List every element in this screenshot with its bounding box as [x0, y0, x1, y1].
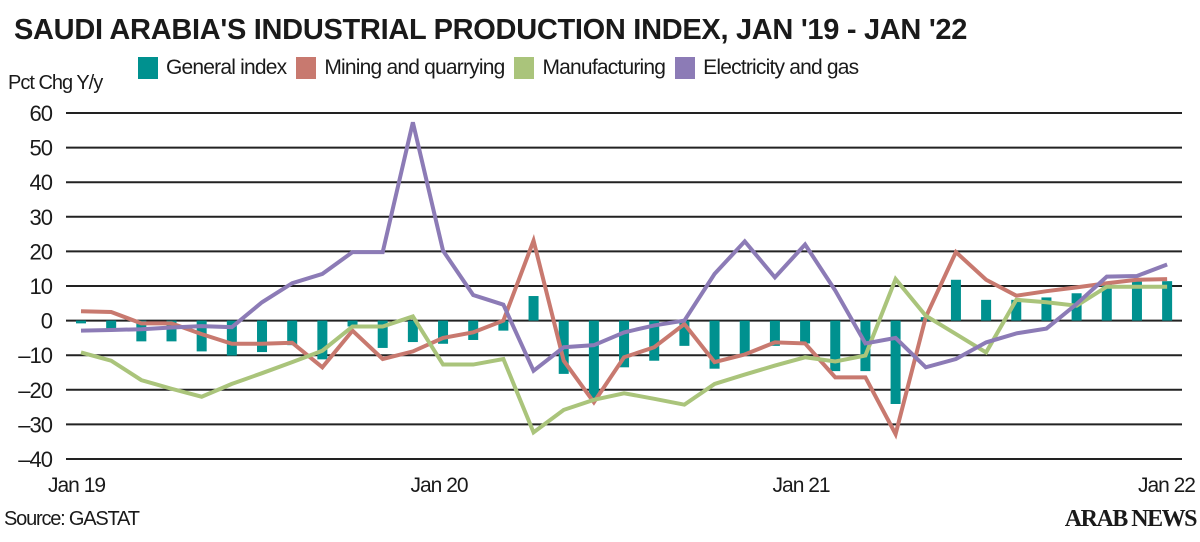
y-tick-label: 60	[30, 101, 53, 126]
line-mining-and-quarrying	[80, 233, 1168, 440]
legend-label: Manufacturing	[542, 56, 666, 79]
legend-label: Electricity and gas	[703, 56, 859, 79]
bar-general-index	[226, 320, 237, 356]
bar-general-index	[860, 320, 871, 372]
x-tick-label: Jan 21	[773, 474, 830, 497]
line-manufacturing	[80, 275, 1168, 436]
bar-general-index	[1011, 299, 1022, 321]
y-tick-label: 30	[30, 205, 53, 230]
x-tick-label: Jan 19	[48, 474, 105, 497]
source-note: Source: GASTAT	[4, 508, 140, 530]
bar-general-index	[257, 320, 268, 353]
bar-general-index	[890, 320, 901, 404]
legend: General index Mining and quarrying Manuf…	[138, 56, 868, 80]
y-tick-label: –40	[18, 447, 52, 472]
x-tick-label: Jan 22	[1138, 474, 1195, 497]
bar-general-index	[649, 320, 660, 361]
legend-swatch	[675, 57, 696, 79]
bar-general-index	[950, 279, 961, 321]
legend-swatch	[138, 57, 158, 79]
bar-general-index	[317, 320, 328, 360]
bar-general-index	[1041, 297, 1052, 321]
bar-general-index	[1101, 283, 1112, 321]
y-tick-label: –20	[18, 378, 52, 403]
y-tick-label: 0	[41, 309, 53, 334]
legend-item-mining: Mining and quarrying	[296, 56, 505, 80]
legend-item-manufacturing: Manufacturing	[514, 56, 666, 80]
line-electricity-and-gas	[80, 121, 1168, 374]
bar-general-index	[679, 320, 690, 346]
bar-general-index	[588, 320, 599, 399]
y-tick-label: –10	[18, 343, 52, 368]
chart-title: SAUDI ARABIA'S INDUSTRIAL PRODUCTION IND…	[14, 14, 968, 46]
y-tick-label: 10	[30, 274, 53, 299]
bar-general-index	[800, 320, 811, 344]
bar-general-index	[1131, 280, 1142, 321]
bar-general-index	[981, 299, 992, 321]
bar-general-index	[377, 320, 388, 348]
bar-general-index	[498, 320, 509, 331]
bar-general-index	[347, 320, 358, 327]
bar-general-index	[619, 320, 630, 368]
y-tick-label: –30	[18, 412, 52, 437]
bar-general-index	[709, 320, 720, 369]
y-axis-label: Pct Chg Y/y	[8, 72, 103, 94]
legend-swatch	[296, 57, 317, 79]
legend-item-general: General index	[138, 56, 287, 80]
bar-general-index	[166, 320, 177, 342]
y-tick-label: 40	[30, 170, 53, 195]
bar-general-index	[739, 320, 750, 356]
legend-label: General index	[166, 56, 287, 79]
legend-item-electricity: Electricity and gas	[675, 56, 859, 80]
bar-general-index	[769, 320, 780, 346]
arab-news-logo: ARAB NEWS	[1064, 506, 1198, 532]
bar-general-index	[438, 320, 449, 344]
bar-general-index	[106, 320, 117, 329]
x-tick-label: Jan 20	[411, 474, 468, 497]
bar-general-index	[76, 320, 86, 324]
bar-general-index	[830, 320, 841, 372]
y-tick-label: 50	[30, 136, 53, 161]
y-tick-label: 20	[30, 239, 53, 264]
bar-general-index	[1162, 281, 1173, 321]
legend-label: Mining and quarrying	[324, 56, 505, 79]
bar-general-index	[287, 320, 298, 346]
bar-general-index	[407, 320, 418, 343]
legend-swatch	[514, 57, 535, 79]
bar-general-index	[528, 296, 539, 321]
